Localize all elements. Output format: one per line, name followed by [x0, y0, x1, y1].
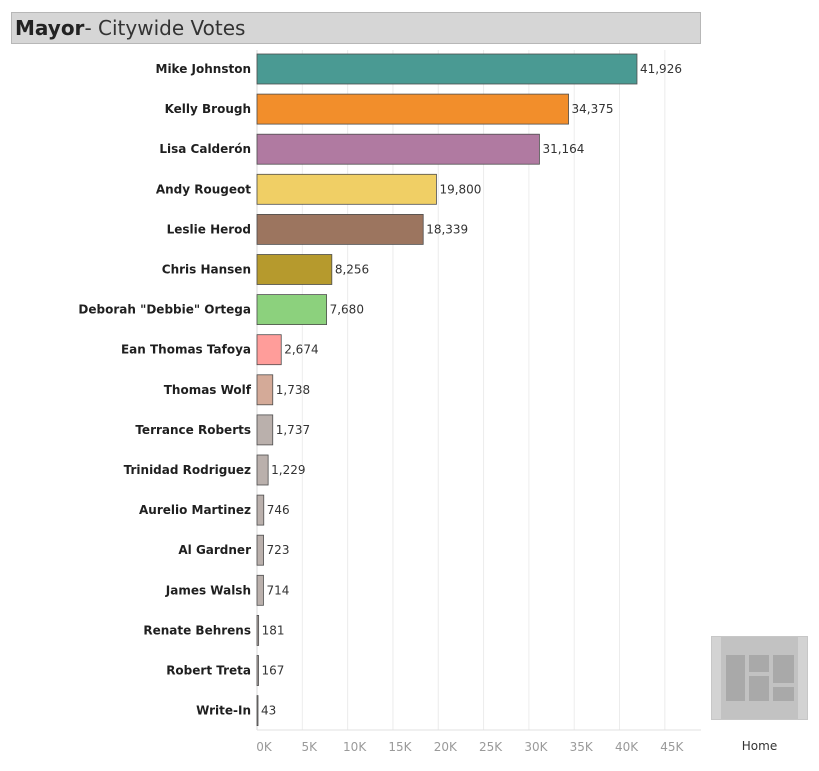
home-label: Home	[741, 739, 778, 753]
bar[interactable]	[256, 615, 260, 646]
home-button[interactable]	[711, 636, 808, 720]
bar[interactable]	[256, 655, 259, 686]
bar[interactable]	[256, 254, 333, 285]
category-label: Aurelio Martinez	[139, 503, 251, 517]
x-tick-label: 15K	[388, 740, 412, 754]
category-label: James Walsh	[165, 583, 251, 597]
x-tick-label: 40K	[615, 740, 639, 754]
bar[interactable]	[256, 454, 269, 486]
bar[interactable]	[256, 414, 274, 446]
data-label: 8,256	[335, 263, 369, 277]
bar[interactable]	[256, 574, 264, 606]
bar[interactable]	[256, 534, 264, 566]
data-label: 1,229	[271, 463, 305, 477]
category-label: Al Gardner	[178, 543, 251, 557]
category-label: Mike Johnston	[156, 62, 252, 76]
bar[interactable]	[256, 374, 274, 406]
data-label: 41,926	[640, 62, 682, 76]
x-tick-label: 5K	[302, 740, 319, 754]
data-label: 714	[266, 583, 289, 597]
category-label: Renate Behrens	[143, 623, 251, 637]
data-label: 1,738	[276, 383, 310, 397]
bar[interactable]	[256, 173, 437, 205]
data-label: 19,800	[439, 182, 481, 196]
category-label: Terrance Roberts	[135, 423, 251, 437]
data-label: 43	[261, 704, 276, 718]
bar[interactable]	[256, 213, 424, 245]
data-label: 18,339	[426, 222, 468, 236]
bar[interactable]	[256, 334, 282, 366]
category-label: Write-In	[196, 704, 251, 718]
bar[interactable]	[256, 294, 328, 326]
category-label: Lisa Calderón	[159, 142, 251, 156]
chart-title-rest: - Citywide Votes	[84, 16, 246, 40]
category-label: Deborah "Debbie" Ortega	[78, 303, 251, 317]
data-label: 746	[267, 503, 290, 517]
chart-title-bold: Mayor	[15, 16, 85, 40]
category-label: Ean Thomas Tafoya	[121, 343, 251, 357]
x-tick-label: 10K	[343, 740, 367, 754]
data-label: 7,680	[330, 303, 364, 317]
x-tick-label: 30K	[524, 740, 548, 754]
data-label: 2,674	[284, 343, 318, 357]
category-label: Leslie Herod	[167, 222, 251, 236]
bar[interactable]	[256, 133, 540, 165]
category-label: Thomas Wolf	[164, 383, 252, 397]
bar[interactable]	[256, 695, 259, 726]
bar[interactable]	[256, 494, 265, 526]
category-label: Trinidad Rodriguez	[124, 463, 251, 477]
category-label: Andy Rougeot	[156, 182, 251, 196]
chart-title: Mayor - Citywide Votes	[11, 12, 701, 44]
data-label: 31,164	[542, 142, 584, 156]
data-label: 723	[267, 543, 290, 557]
category-label: Robert Treta	[166, 664, 251, 678]
category-label: Chris Hansen	[162, 263, 251, 277]
x-tick-label: 0K	[256, 740, 273, 754]
data-label: 167	[262, 664, 285, 678]
data-label: 34,375	[572, 102, 614, 116]
bar[interactable]	[256, 93, 569, 125]
dashboard-layout-icon	[721, 637, 798, 719]
data-label: 181	[262, 623, 285, 637]
x-tick-label: 20K	[434, 740, 458, 754]
x-tick-label: 25K	[479, 740, 503, 754]
data-label: 1,737	[276, 423, 310, 437]
x-tick-label: 35K	[570, 740, 594, 754]
bar[interactable]	[256, 53, 638, 85]
category-label: Kelly Brough	[165, 102, 251, 116]
x-tick-label: 45K	[660, 740, 684, 754]
